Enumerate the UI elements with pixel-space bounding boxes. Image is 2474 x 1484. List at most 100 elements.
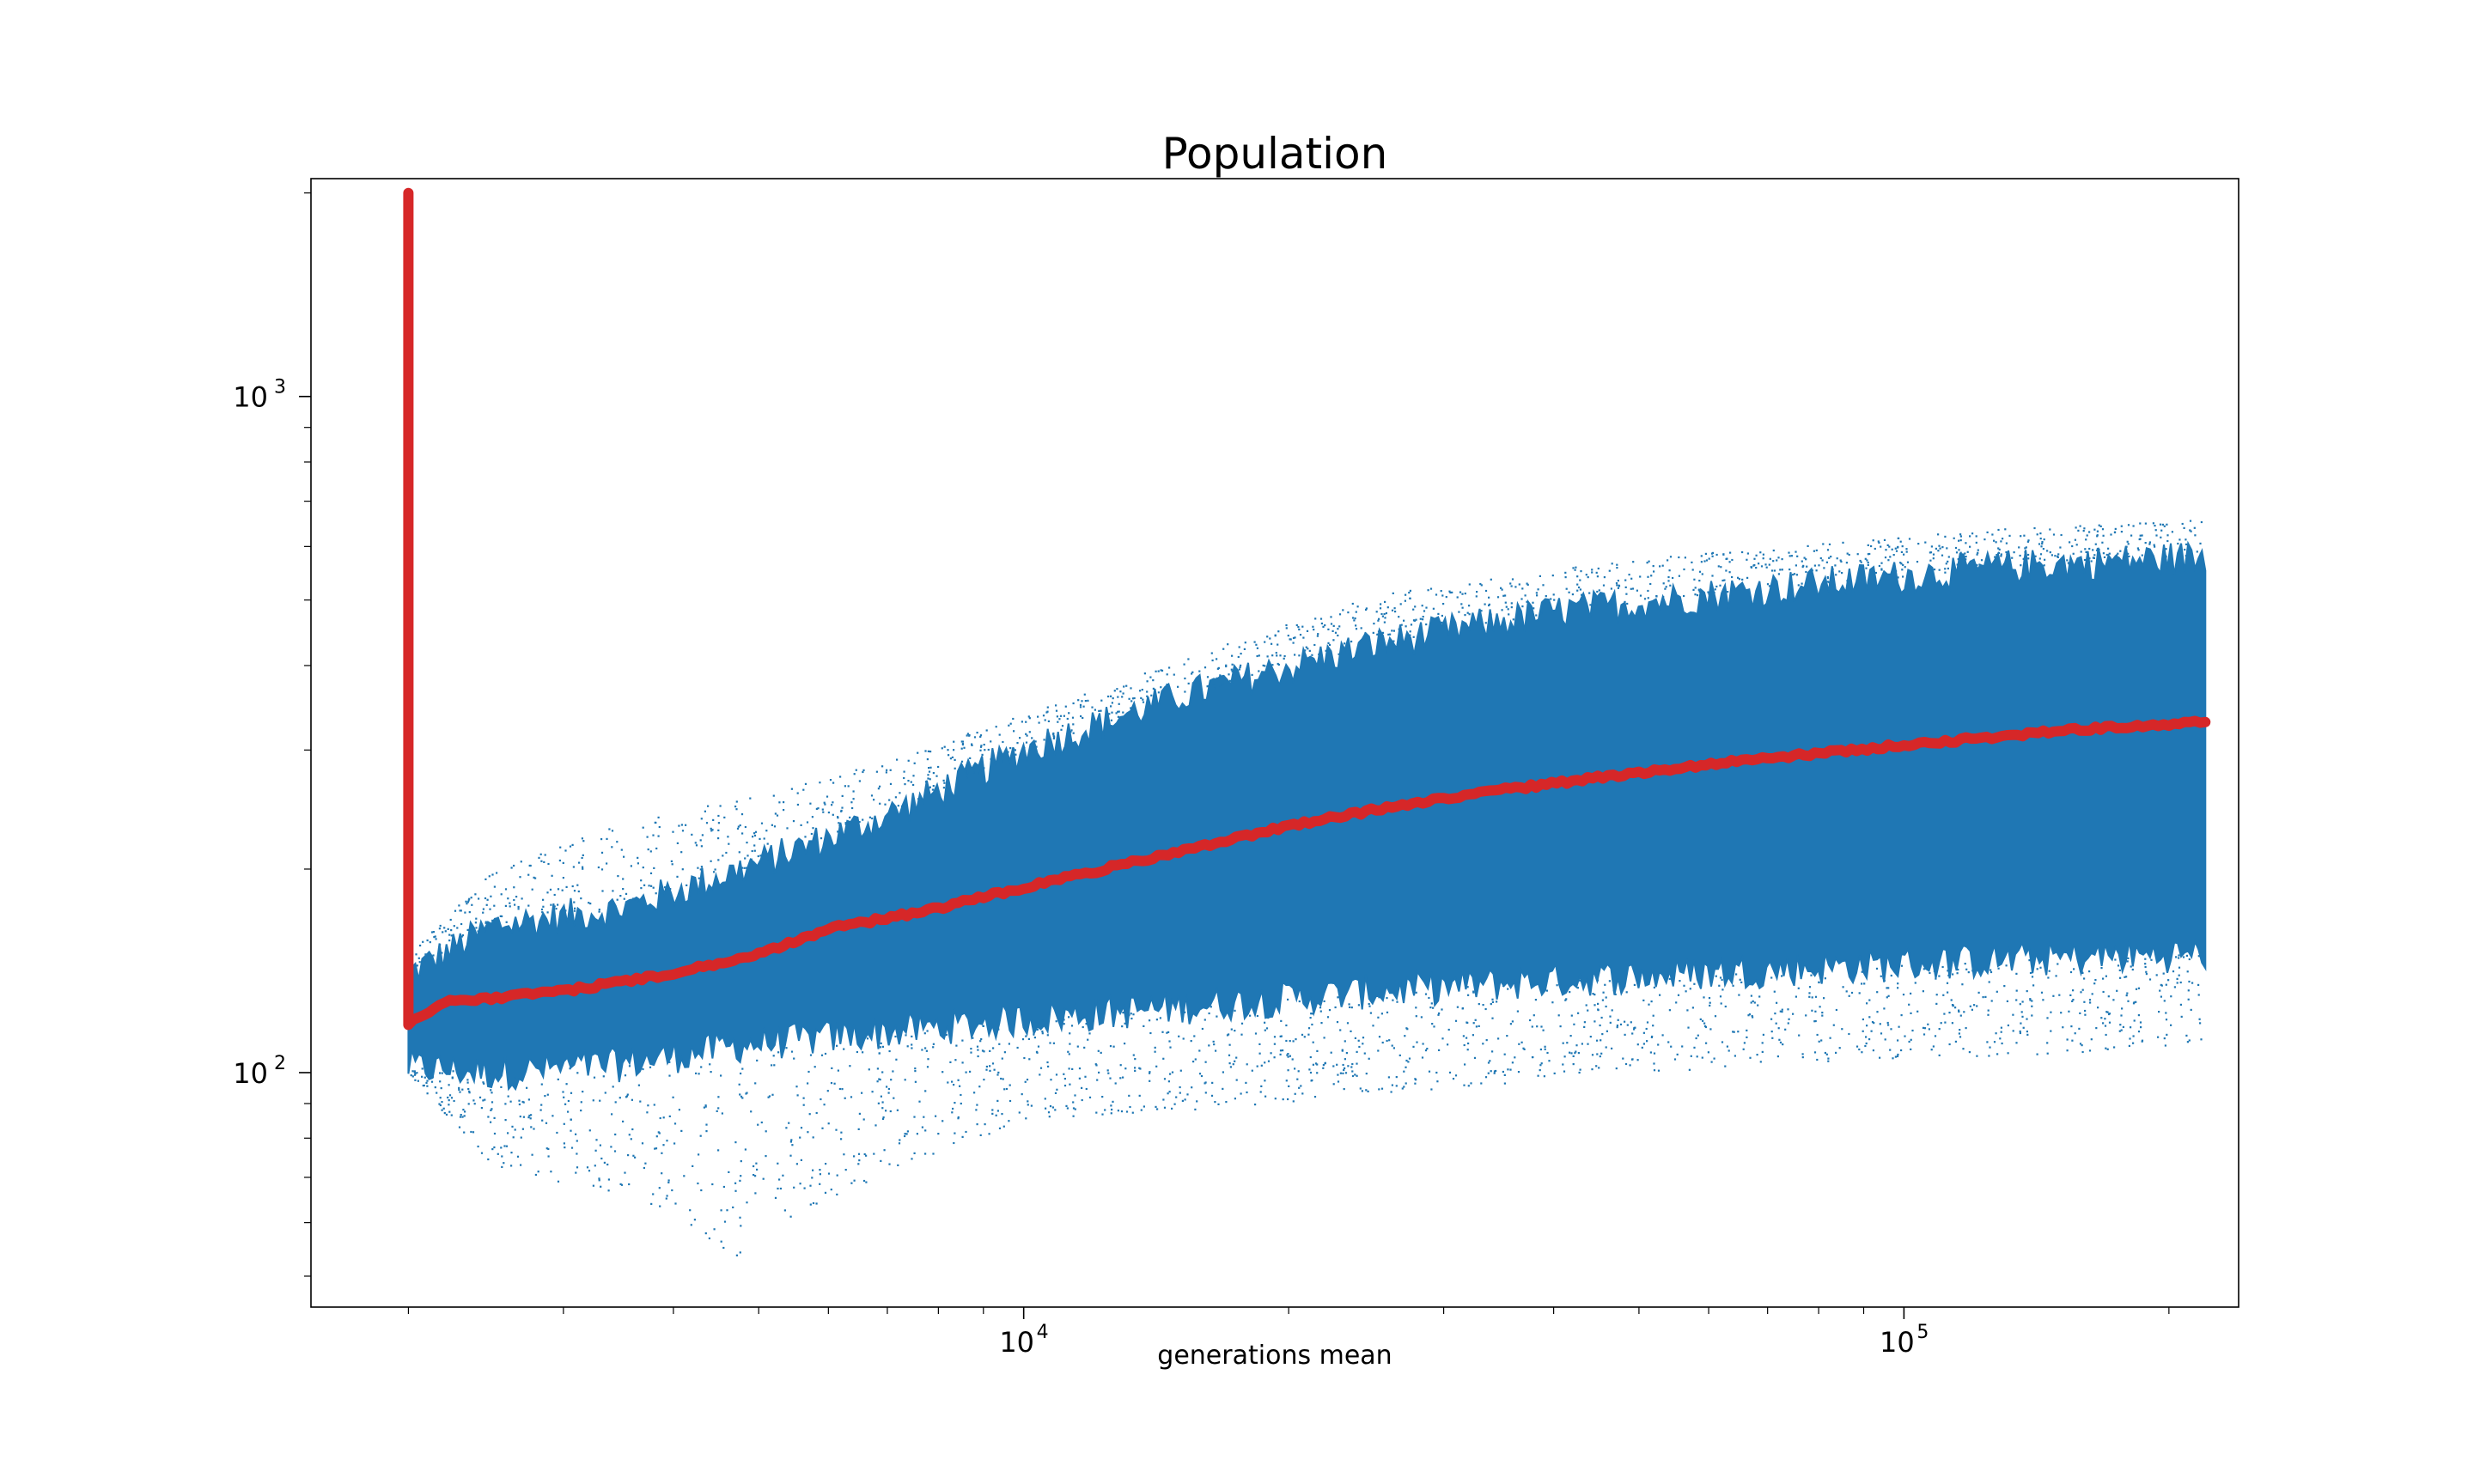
scatter-point (1795, 564, 1797, 567)
scatter-point (1596, 979, 1599, 982)
scatter-point (943, 745, 946, 748)
scatter-point (1864, 557, 1867, 560)
scatter-point (1657, 1043, 1660, 1046)
scatter-point (1752, 1000, 1754, 1002)
scatter-point (461, 934, 464, 937)
scatter-point (1882, 975, 1885, 977)
scatter-point (2177, 542, 2179, 545)
scatter-point (1636, 589, 1638, 592)
scatter-point (2015, 989, 2018, 992)
scatter-point (1003, 1088, 1006, 1091)
scatter-point (2054, 555, 2057, 557)
scatter-point (841, 794, 844, 797)
scatter-point (1952, 1004, 1954, 1007)
scatter-point (910, 781, 912, 783)
scatter-point (519, 1116, 521, 1118)
scatter-point (2133, 1019, 2136, 1022)
scatter-point (779, 1187, 782, 1190)
scatter-point (527, 1098, 530, 1101)
scatter-point (1211, 1081, 1214, 1084)
scatter-point (745, 1092, 747, 1095)
scatter-point (1072, 702, 1075, 705)
scatter-point (466, 1079, 469, 1081)
scatter-point (1128, 1014, 1130, 1017)
scatter-point (1167, 1080, 1170, 1083)
scatter-point (819, 1173, 821, 1176)
scatter-point (1711, 555, 1714, 557)
scatter-point (894, 796, 897, 799)
scatter-point (466, 928, 469, 931)
scatter-point (907, 780, 910, 782)
scatter-point (904, 1134, 906, 1138)
scatter-point (556, 1131, 558, 1134)
scatter-point (862, 1179, 866, 1183)
scatter-point (1305, 646, 1307, 648)
scatter-point (484, 921, 487, 924)
scatter-point (680, 1129, 683, 1132)
scatter-point (567, 1099, 570, 1103)
scatter-point (1959, 551, 1962, 554)
scatter-point (1339, 1029, 1342, 1031)
scatter-point (819, 1183, 821, 1185)
scatter-point (537, 1171, 539, 1173)
scatter-point (1392, 999, 1394, 1001)
scatter-point (1009, 747, 1012, 750)
scatter-point (1480, 617, 1483, 621)
scatter-point (491, 1108, 493, 1110)
scatter-point (1259, 1091, 1262, 1093)
scatter-point (642, 1067, 644, 1071)
scatter-point (1346, 1022, 1350, 1025)
scatter-point (753, 834, 757, 837)
scatter-point (826, 795, 829, 798)
scatter-point (704, 1104, 707, 1107)
scatter-point (604, 1092, 606, 1094)
scatter-point (1801, 1056, 1804, 1059)
scatter-point (2080, 991, 2082, 994)
scatter-point (1117, 715, 1119, 718)
scatter-point (1365, 1073, 1368, 1075)
scatter-point (1096, 1079, 1099, 1081)
scatter-point (1737, 1031, 1740, 1033)
scatter-point (520, 861, 522, 863)
scatter-point (2082, 530, 2085, 532)
scatter-point (783, 1209, 786, 1212)
scatter-point (630, 865, 632, 867)
scatter-point (448, 1094, 452, 1097)
scatter-point (1569, 1035, 1572, 1037)
scatter-point (582, 1091, 584, 1093)
scatter-point (1381, 640, 1384, 642)
scatter-point (1287, 998, 1289, 1000)
scatter-point (2188, 958, 2191, 961)
scatter-point (957, 1079, 960, 1081)
scatter-point (871, 1091, 874, 1093)
scatter-point (1779, 569, 1782, 571)
scatter-point (1976, 1005, 1978, 1007)
scatter-point (1772, 549, 1775, 552)
scatter-point (1072, 1101, 1075, 1104)
scatter-point (2058, 994, 2061, 996)
scatter-point (1577, 1012, 1580, 1014)
scatter-point (1795, 995, 1797, 998)
scatter-point (2000, 1026, 2002, 1029)
scatter-point (1803, 556, 1806, 559)
scatter-point (1100, 699, 1103, 702)
scatter-point (1880, 545, 1882, 548)
scatter-point (832, 801, 834, 804)
scatter-point (2007, 566, 2009, 569)
scatter-point (1242, 678, 1245, 681)
scatter-point (540, 908, 544, 911)
scatter-point (2186, 970, 2189, 973)
scatter-point (2108, 1013, 2111, 1015)
scatter-point (1100, 1051, 1102, 1054)
scatter-point (1468, 613, 1471, 616)
scatter-point (463, 1071, 466, 1073)
scatter-point (1140, 1109, 1143, 1111)
scatter-point (1514, 586, 1517, 588)
scatter-point (1332, 1083, 1335, 1086)
scatter-point (744, 857, 746, 860)
scatter-point (1548, 1060, 1551, 1062)
scatter-point (1904, 1035, 1906, 1037)
scatter-point (998, 1127, 1002, 1129)
scatter-point (1231, 663, 1234, 666)
scatter-point (484, 930, 486, 933)
